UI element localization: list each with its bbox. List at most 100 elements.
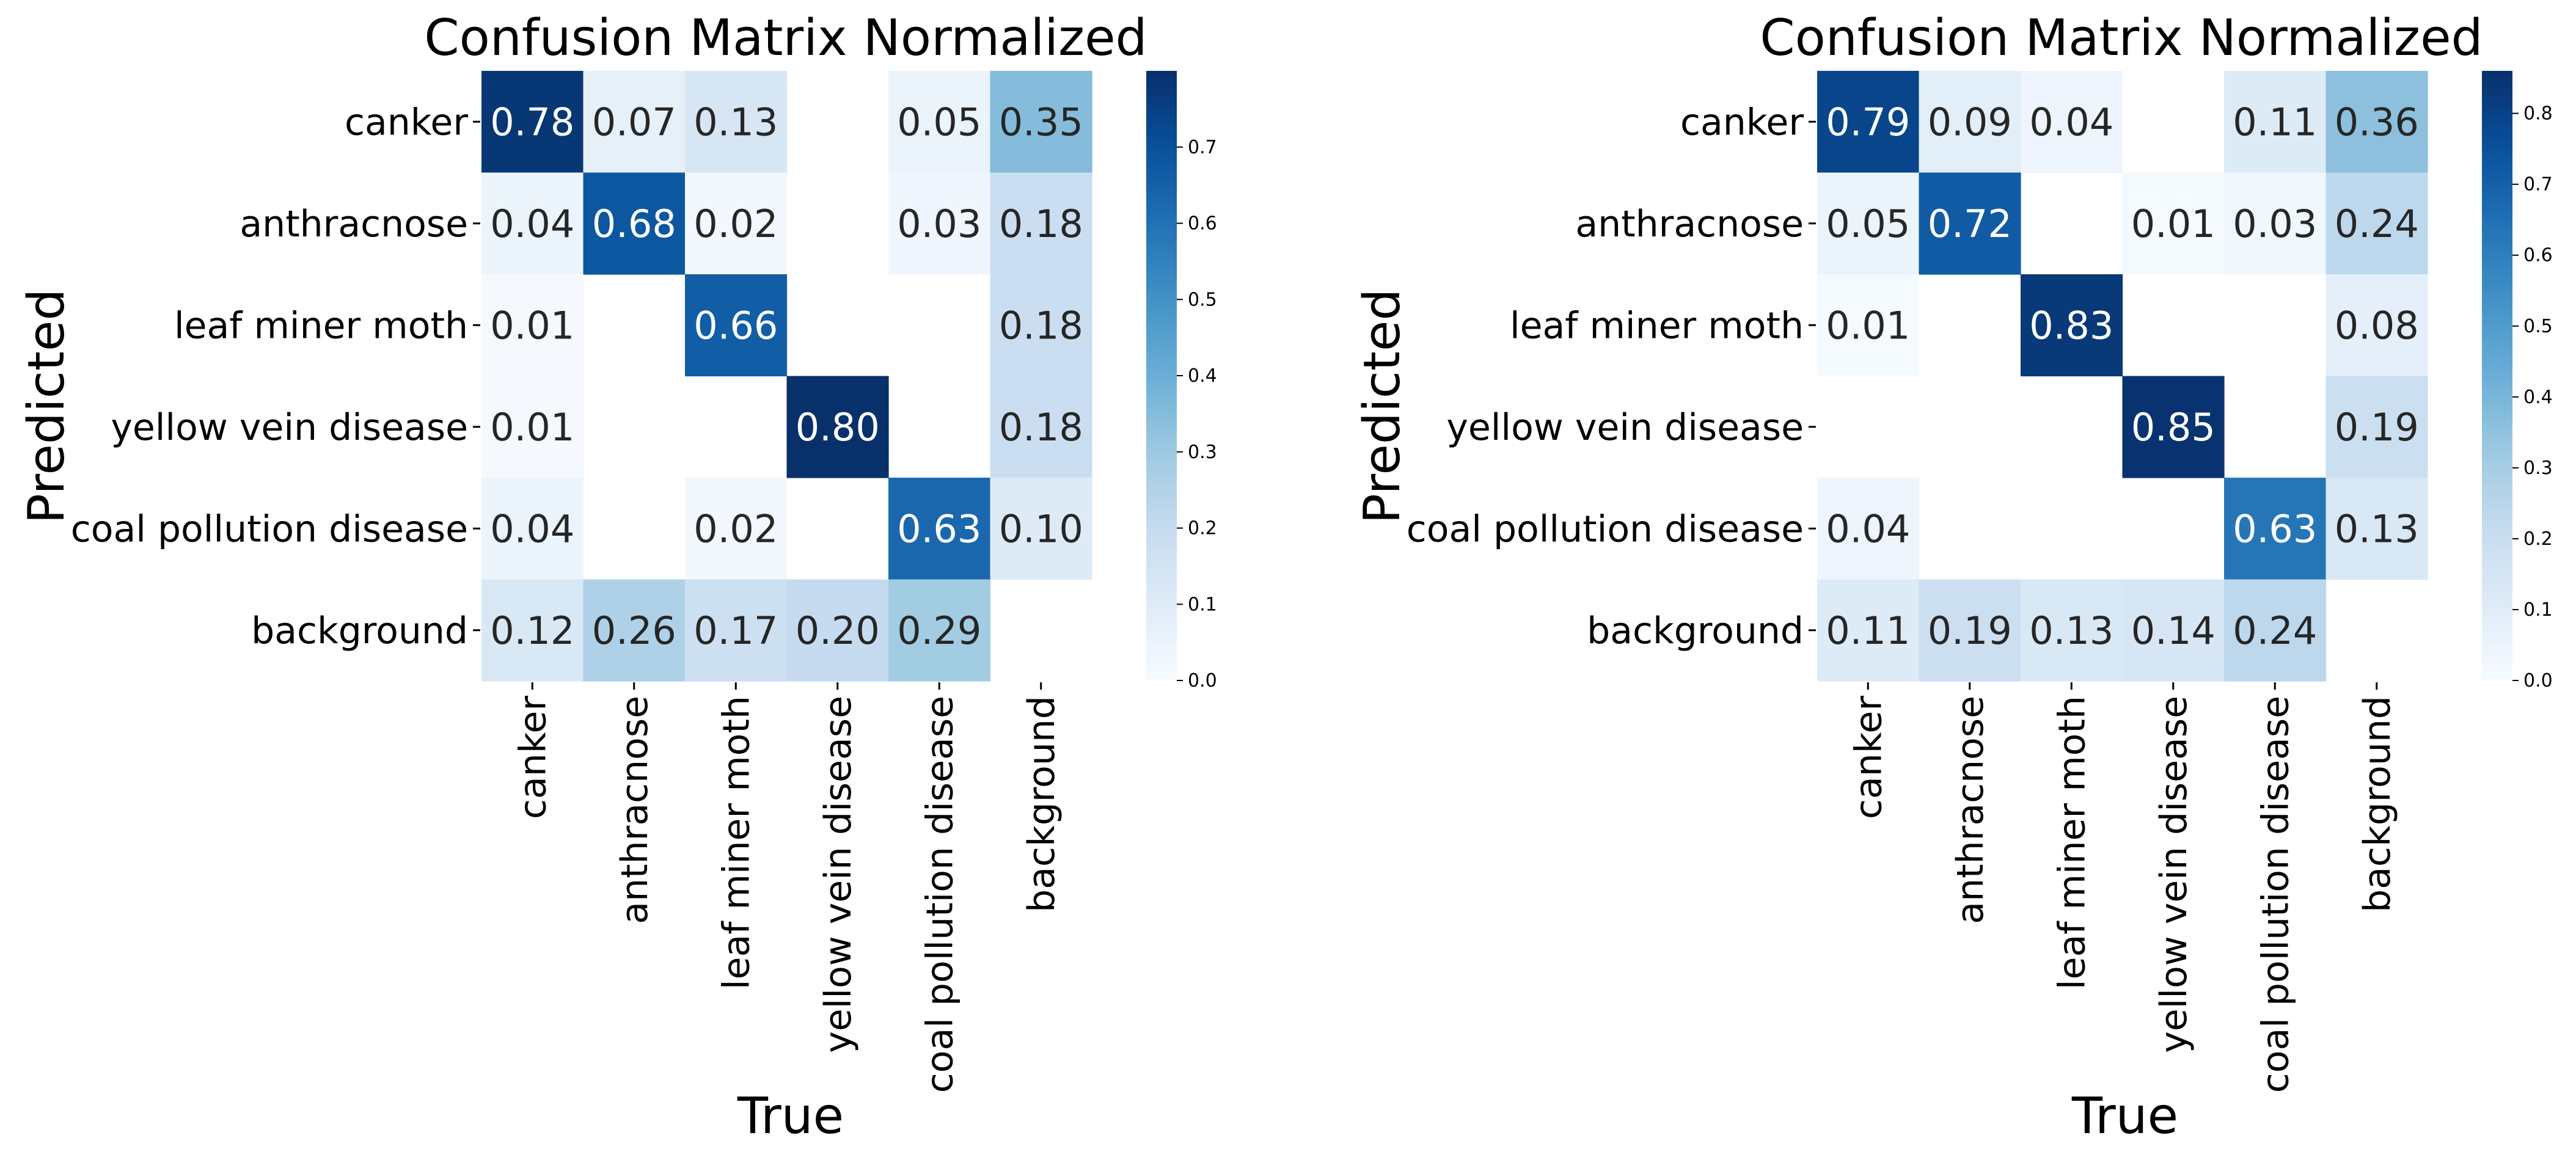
x-axis-label-2: True xyxy=(2071,1087,2178,1145)
heatmap-cell xyxy=(481,579,584,682)
heatmap-cell xyxy=(990,478,1092,580)
cell-value-label: 0.80 xyxy=(796,405,880,450)
heatmap-cell xyxy=(2325,478,2428,580)
y-tick-label: background xyxy=(1587,610,1804,652)
colorbar-tick-label: 0.2 xyxy=(1188,518,1217,539)
colorbar-tick-label: 0.1 xyxy=(2523,599,2553,621)
x-tick-labels-2: canker anthracnose leaf miner moth yellow v… xyxy=(1847,682,2399,1093)
y-tick-labels-1: canker anthracnose leaf miner moth yellow v… xyxy=(71,101,480,652)
heatmap-cell xyxy=(583,579,686,682)
colorbar-tick-label: 0.0 xyxy=(2523,670,2553,691)
heatmap-cell xyxy=(888,478,991,580)
heatmap-cell xyxy=(2122,172,2225,275)
cell-value-label: 0.18 xyxy=(999,202,1083,246)
x-tick-label: canker xyxy=(511,696,554,819)
cell-value-label: 0.35 xyxy=(999,100,1083,144)
heatmap-cell xyxy=(990,376,1092,478)
colorbar-tick-label: 0.4 xyxy=(2523,387,2553,408)
x-tick-label: yellow vein disease xyxy=(2153,696,2195,1053)
cell-value-label: 0.07 xyxy=(592,100,676,144)
x-axis-label-1: True xyxy=(737,1087,844,1145)
cell-value-label: 0.13 xyxy=(2335,506,2419,551)
y-tick-labels-2: canker anthracnose leaf miner moth yellow v… xyxy=(1407,101,1816,652)
x-tick-label: yellow vein disease xyxy=(817,696,860,1053)
colorbar-tick-label: 0.7 xyxy=(2523,174,2553,195)
cell-value-label: 0.68 xyxy=(592,202,676,246)
heatmap-cell xyxy=(888,71,991,173)
heatmap-cell xyxy=(685,478,788,580)
heatmap-cell xyxy=(2224,172,2327,275)
heatmap-cell xyxy=(685,71,788,173)
heatmap-cell xyxy=(1817,579,1920,682)
cell-value-label: 0.08 xyxy=(2335,303,2419,348)
cell-value-label: 0.02 xyxy=(693,202,778,246)
y-tick-label: background xyxy=(251,610,468,652)
heatmap-cells-2: 0.79 0.09 0.04 0.11 0.36 0.05 0.72 0.01 0.03 0.24… xyxy=(1817,71,2428,682)
x-tick-label: background xyxy=(1020,696,1063,913)
colorbar-tick-label: 0.7 xyxy=(1188,137,1217,158)
cell-value-label: 0.05 xyxy=(897,100,981,144)
y-tick-label: yellow vein disease xyxy=(1446,406,1804,449)
colorbar-tick-label: 0.0 xyxy=(1188,670,1217,691)
y-tick-label: leaf miner moth xyxy=(174,304,468,347)
cell-value-label: 0.12 xyxy=(490,608,574,653)
cell-value-label: 0.19 xyxy=(2335,405,2419,450)
cell-value-label: 0.03 xyxy=(2233,202,2317,246)
y-tick-label: coal pollution disease xyxy=(71,508,468,550)
cell-value-label: 0.04 xyxy=(490,202,574,246)
heatmap-cell xyxy=(990,71,1092,173)
heatmap-cell xyxy=(2122,579,2225,682)
x-tick-label: coal pollution disease xyxy=(918,696,961,1093)
heatmap-cell xyxy=(583,71,686,173)
cell-value-label: 0.24 xyxy=(2335,202,2419,246)
cell-value-label: 0.13 xyxy=(2029,608,2113,653)
cell-value-label: 0.01 xyxy=(1826,303,1910,348)
confusion-matrix-panel-2: Confusion Matrix Normalized 0.79 0.09 0.04… xyxy=(1353,9,2553,1145)
cell-value-label: 0.85 xyxy=(2131,405,2216,450)
cell-value-label: 0.09 xyxy=(1928,100,2012,144)
heatmap-cell xyxy=(2021,274,2123,377)
colorbar-tick-label: 0.4 xyxy=(1188,365,1217,387)
cell-value-label: 0.10 xyxy=(999,506,1083,551)
cell-value-label: 0.14 xyxy=(2131,608,2216,653)
heatmap-cell xyxy=(2325,71,2428,173)
cell-value-label: 0.11 xyxy=(1826,608,1910,653)
heatmap-cell xyxy=(1919,579,2021,682)
cell-value-label: 0.63 xyxy=(897,506,981,551)
y-tick-label: coal pollution disease xyxy=(1407,508,1804,550)
y-tick-label: anthracnose xyxy=(240,203,468,246)
y-tick-label: canker xyxy=(345,101,468,144)
colorbar-tick-label: 0.5 xyxy=(2523,316,2553,337)
cell-value-label: 0.04 xyxy=(1826,506,1910,551)
cell-value-label: 0.01 xyxy=(490,303,574,348)
cell-value-label: 0.19 xyxy=(1928,608,2012,653)
heatmap-cell xyxy=(481,478,584,580)
heatmap-cell xyxy=(1919,172,2021,275)
x-tick-label: anthracnose xyxy=(613,696,656,924)
y-tick-label: leaf miner moth xyxy=(1510,304,1804,347)
colorbar-gradient-2 xyxy=(2482,71,2512,680)
cell-value-label: 0.03 xyxy=(897,202,981,246)
heatmap-cell xyxy=(786,376,889,478)
x-tick-label: leaf miner moth xyxy=(2051,696,2093,990)
cell-value-label: 0.02 xyxy=(693,506,778,551)
heatmap-cell xyxy=(685,274,788,377)
heatmap-cell xyxy=(1817,172,1920,275)
x-tick-label: anthracnose xyxy=(1949,696,1992,924)
heatmap-cell xyxy=(786,579,889,682)
heatmap-cell xyxy=(685,172,788,275)
cell-value-label: 0.01 xyxy=(2131,202,2216,246)
cell-value-label: 0.29 xyxy=(897,608,981,653)
cell-value-label: 0.72 xyxy=(1928,202,2012,246)
confusion-matrix-panel-1: Confusion Matrix Normalized 0.78 0.07 0.13… xyxy=(18,9,1217,1145)
cell-value-label: 0.83 xyxy=(2029,303,2113,348)
cell-value-label: 0.13 xyxy=(693,100,778,144)
cell-value-label: 0.66 xyxy=(693,303,778,348)
cell-value-label: 0.18 xyxy=(999,405,1083,450)
heatmap-cell xyxy=(2325,376,2428,478)
colorbar-1: 0.0 0.1 0.2 0.3 0.4 0.5 0.6 0.7 xyxy=(1146,71,1217,691)
cell-value-label: 0.11 xyxy=(2233,100,2317,144)
heatmap-cell xyxy=(990,274,1092,377)
heatmap-cell xyxy=(481,376,584,478)
cell-value-label: 0.20 xyxy=(796,608,880,653)
